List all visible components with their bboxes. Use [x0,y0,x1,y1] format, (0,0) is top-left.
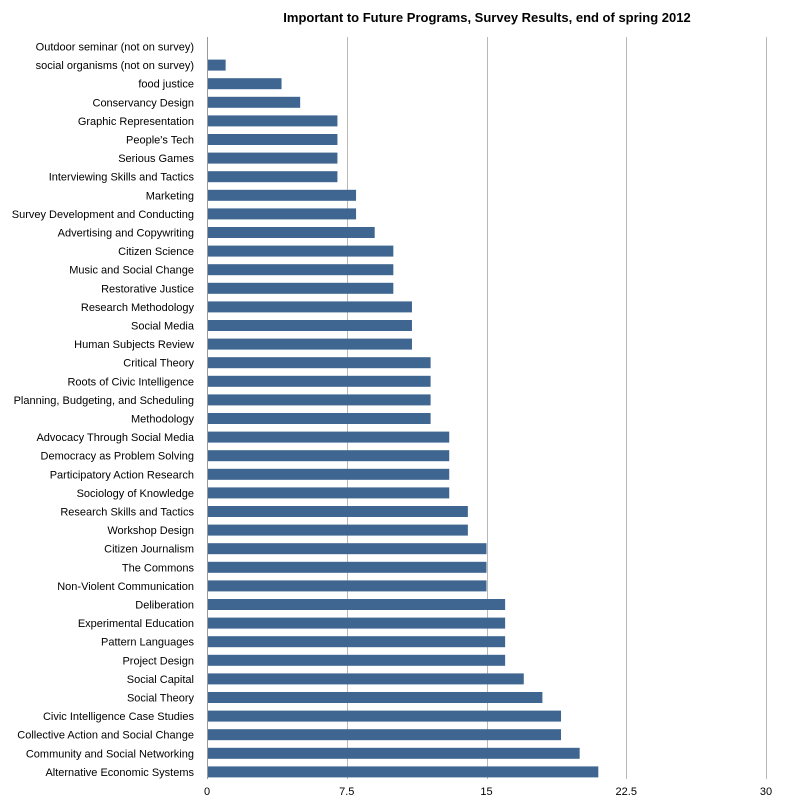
category-label: Advertising and Copywriting [58,228,194,240]
bar [208,189,357,201]
bar [208,599,506,610]
gridlines [207,37,767,779]
bar [208,506,468,517]
bar [208,264,394,276]
bar [208,580,487,592]
category-label: Music and Social Change [69,265,194,277]
bar [208,115,338,127]
category-label: social organisms (not on survey) [36,60,194,72]
x-tick-label: 30 [760,786,772,798]
bar [208,524,468,536]
category-label: Serious Games [118,153,194,165]
category-label: Citizen Journalism [104,544,194,556]
bar [208,96,301,108]
bar [208,413,431,424]
bar [208,710,562,722]
bar [208,245,394,257]
category-label: Deliberation [135,600,194,612]
bar [208,301,412,313]
category-label: Research Methodology [81,302,195,314]
bar [208,654,506,666]
category-label: Conservancy Design [93,97,195,109]
bar [208,617,506,629]
bar [208,338,412,350]
bar [208,357,431,369]
bar [208,561,487,573]
x-tick-label: 7.5 [339,786,354,798]
category-label: Outdoor seminar (not on survey) [36,42,194,54]
bar [208,747,580,759]
bar [208,208,357,220]
bar [208,282,394,294]
bar [208,673,524,685]
category-label: Survey Development and Conducting [12,209,194,221]
category-label: Workshop Design [107,525,194,537]
bar [208,543,487,555]
category-label: The Commons [122,562,195,574]
bar [208,394,431,406]
bar [208,227,375,238]
category-label: Project Design [122,655,194,667]
category-label: Planning, Budgeting, and Scheduling [14,395,194,407]
bars [208,59,599,778]
category-label: Experimental Education [78,618,194,630]
bar [208,78,282,90]
category-labels: Outdoor seminar (not on survey) social or… [12,42,195,779]
x-tick-labels: 0 7.5 15 22.5 30 [204,786,772,798]
bar [208,375,431,387]
category-label: Sociology of Knowledge [77,488,194,500]
category-label: Social Media [131,321,195,333]
bar [208,729,562,741]
category-label: Social Capital [127,674,194,686]
category-label: Methodology [131,414,194,426]
category-label: Pattern Languages [101,637,194,649]
x-tick-label: 0 [204,786,210,798]
bar [208,468,450,480]
category-label: Interviewing Skills and Tactics [49,172,195,184]
bar [208,487,450,499]
x-tick-label: 22.5 [616,786,637,798]
bar [208,171,338,183]
category-label: Restorative Justice [101,283,194,295]
category-label: Graphic Representation [78,116,194,128]
bar [208,59,226,71]
category-label: Civic Intelligence Case Studies [43,711,195,723]
bar [208,152,338,164]
category-label: Roots of Civic Intelligence [67,376,194,388]
chart-title: Important to Future Programs, Survey Res… [283,10,690,25]
category-label: Participatory Action Research [50,469,194,481]
category-label: Human Subjects Review [74,339,194,351]
bar [208,766,599,778]
category-label: Critical Theory [123,358,194,370]
bar [208,431,450,443]
category-label: Democracy as Problem Solving [41,451,194,463]
category-label: Non-Violent Communication [57,581,194,593]
category-label: Advocacy Through Social Media [36,432,194,444]
category-label: Community and Social Networking [26,748,194,760]
category-label: Research Skills and Tactics [60,507,194,519]
bar [208,134,338,145]
category-label: Citizen Science [118,246,194,258]
bar [208,450,450,462]
bar [208,320,412,331]
bar [208,636,506,648]
bar [208,692,543,703]
category-label: Collective Action and Social Change [17,730,194,742]
category-label: Alternative Economic Systems [45,767,194,779]
category-label: People's Tech [126,135,194,147]
category-label: food justice [138,79,194,91]
category-label: Marketing [146,190,194,202]
category-label: Social Theory [127,693,195,705]
x-tick-label: 15 [480,786,492,798]
